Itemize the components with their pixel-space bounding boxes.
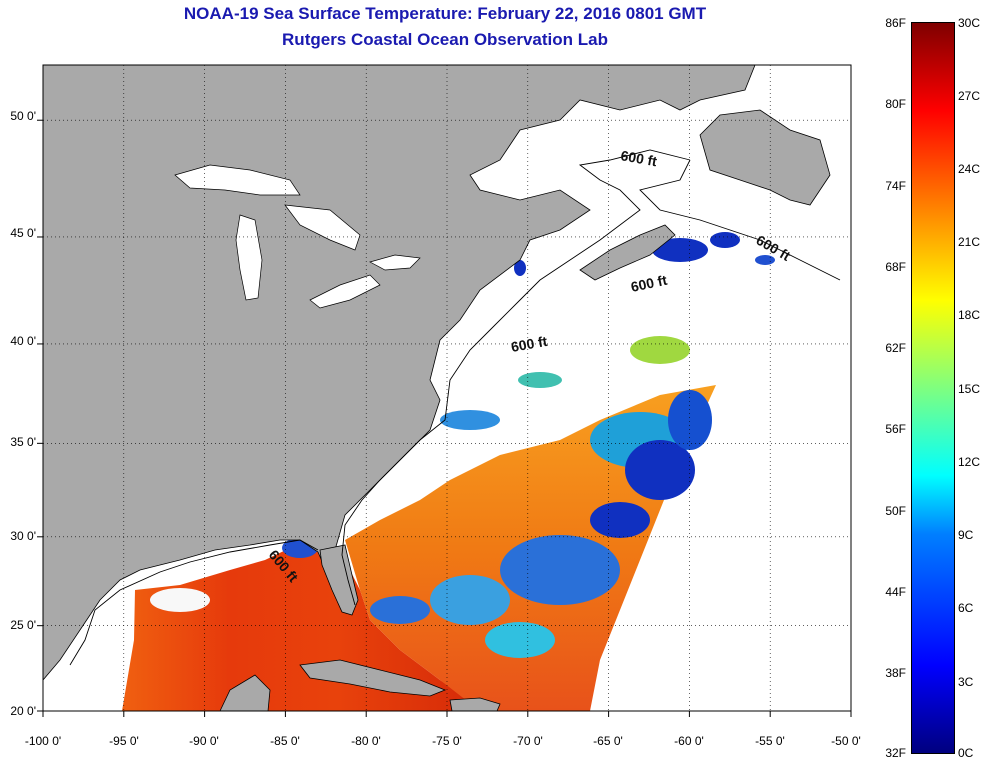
lon-label: -80 0' [351, 734, 381, 748]
contour-label: 600 ft [619, 147, 658, 169]
colorbar-f-label: 44F [885, 585, 906, 599]
north-america [42, 64, 756, 682]
map-title: NOAA-19 Sea Surface Temperature: Februar… [183, 4, 707, 23]
newfoundland [699, 109, 831, 206]
lon-label: -65 0' [593, 734, 623, 748]
colorbar-f-label: 62F [885, 341, 906, 355]
lat-label: 50 0' [10, 109, 36, 123]
sst-swath-gulf [122, 548, 480, 711]
axis-ticks [37, 119, 852, 717]
colorbar-c-label: 6C [958, 601, 974, 615]
hispaniola [449, 697, 501, 712]
great-lakes [174, 164, 421, 309]
colorbar-c-label: 30C [958, 16, 981, 30]
lat-label: 35 0' [10, 435, 36, 449]
colorbar-f-label: 56F [885, 422, 906, 436]
cuba [299, 659, 447, 697]
colorbar-c-label: 3C [958, 675, 974, 689]
colorbar-c-label: 15C [958, 382, 981, 396]
land [42, 64, 831, 712]
map-subtitle: Rutgers Coastal Ocean Observation Lab [282, 30, 608, 49]
lon-label: -95 0' [109, 734, 139, 748]
nova-scotia [579, 224, 676, 281]
lat-label: 45 0' [10, 226, 36, 240]
colorbar-f-label: 80F [885, 97, 906, 111]
colorbar-f-label: 50F [885, 504, 906, 518]
colorbar-f-label: 38F [885, 666, 906, 680]
colorbar-f-label: 68F [885, 260, 906, 274]
colorbar-f-label: 32F [885, 746, 906, 760]
colorbar-c-label: 24C [958, 162, 981, 176]
lat-label: 20 0' [10, 704, 36, 718]
colorbar-f-label: 74F [885, 179, 906, 193]
lon-label: -90 0' [189, 734, 219, 748]
colorbar-c-label: 0C [958, 746, 974, 760]
colorbar-c-label: 12C [958, 455, 981, 469]
contour-label: 600 ft [510, 333, 549, 355]
colorbar-c-label: 9C [958, 528, 974, 542]
lat-label: 30 0' [10, 529, 36, 543]
lon-label: -60 0' [674, 734, 704, 748]
colorbar-c-label: 18C [958, 308, 981, 322]
colorbar-f-label: 86F [885, 16, 906, 30]
lat-label: 40 0' [10, 334, 36, 348]
shelf-contour-600ft [69, 149, 841, 666]
colorbar [911, 22, 955, 754]
lon-label: -50 0' [831, 734, 861, 748]
lon-label: -55 0' [755, 734, 785, 748]
lon-label: -75 0' [432, 734, 462, 748]
lon-label: -100 0' [24, 734, 62, 748]
lon-label: -70 0' [513, 734, 543, 748]
colorbar-c-label: 27C [958, 89, 981, 103]
florida [319, 544, 359, 616]
colorbar-c-label: 21C [958, 235, 981, 249]
contour-label: 600 ft [629, 272, 668, 295]
lat-label: 25 0' [10, 618, 36, 632]
lon-label: -85 0' [270, 734, 300, 748]
